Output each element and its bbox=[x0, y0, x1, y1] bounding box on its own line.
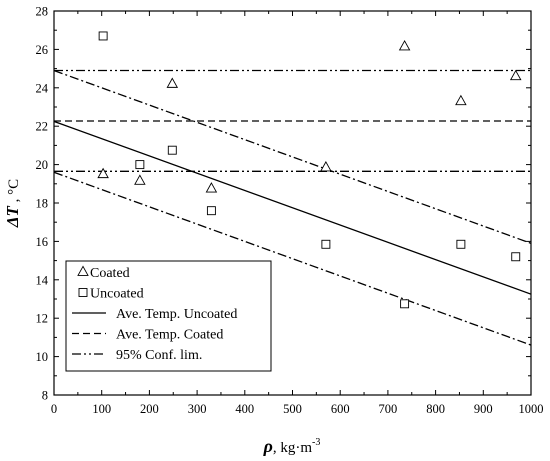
legend-marker-coated bbox=[77, 265, 89, 276]
x-axis-unit: , kg·m bbox=[273, 440, 312, 456]
uncoated-point-1 bbox=[135, 160, 145, 170]
uncoated-point-3 bbox=[206, 206, 216, 216]
y-axis-symbol: ΔT bbox=[3, 205, 22, 228]
x-tick-label-300: 300 bbox=[188, 402, 207, 416]
y-tick-label-12: 12 bbox=[36, 312, 49, 326]
y-axis-unit: , °C bbox=[6, 179, 22, 206]
ticks-layer: 0 100 200 300 400 500 600 700 800 900 1000 8 10 12 14 1… bbox=[36, 5, 544, 417]
legend: Coated Uncoated Ave. Temp. Uncoated Ave. Te… bbox=[65, 260, 272, 372]
legend-label-1: Uncoated bbox=[90, 287, 144, 302]
series-layer bbox=[54, 69, 531, 346]
y-tick-label-26: 26 bbox=[36, 43, 49, 57]
legend-label-3: Ave. Temp. Coated bbox=[116, 328, 223, 343]
uncoated-point-4 bbox=[321, 239, 331, 249]
coated-point-2 bbox=[166, 77, 179, 88]
y-tick-label-10: 10 bbox=[36, 350, 49, 364]
coated-point-5 bbox=[398, 40, 411, 51]
y-tick-label-22: 22 bbox=[36, 120, 49, 134]
legend-label-0: Coated bbox=[90, 266, 130, 281]
legend-marker-uncoated bbox=[78, 288, 88, 297]
x-tick-label-600: 600 bbox=[331, 402, 350, 416]
x-tick-label-500: 500 bbox=[283, 402, 302, 416]
y-tick-label-8: 8 bbox=[42, 389, 48, 403]
x-tick-label-400: 400 bbox=[235, 402, 254, 416]
y-tick-label-24: 24 bbox=[36, 81, 49, 95]
uncoated-point-6 bbox=[456, 239, 466, 249]
x-axis-unit-sup: -3 bbox=[312, 437, 320, 448]
x-tick-label-900: 900 bbox=[474, 402, 493, 416]
legend-label-2: Ave. Temp. Uncoated bbox=[116, 307, 237, 322]
coated-point-0 bbox=[97, 167, 109, 179]
series-line-2 bbox=[54, 120, 531, 295]
coated-point-6 bbox=[455, 94, 467, 106]
x-tick-label-0: 0 bbox=[51, 402, 57, 416]
legend-box bbox=[65, 260, 272, 372]
coated-point-1 bbox=[134, 174, 146, 185]
y-tick-label-20: 20 bbox=[36, 158, 49, 172]
x-axis-label: ρ, kg·m-3 bbox=[263, 436, 321, 456]
coated-point-7 bbox=[509, 69, 522, 81]
coated-point-3 bbox=[205, 182, 218, 193]
uncoated-point-2 bbox=[167, 145, 177, 155]
coated-point-4 bbox=[320, 160, 332, 172]
y-axis-label: ΔT , °C bbox=[3, 179, 22, 228]
y-tick-label-18: 18 bbox=[36, 197, 49, 211]
uncoated-point-0 bbox=[98, 31, 108, 41]
series-line-6 bbox=[54, 69, 531, 244]
x-tick-label-800: 800 bbox=[426, 402, 445, 416]
y-tick-label-14: 14 bbox=[36, 273, 49, 287]
uncoated-point-7 bbox=[511, 252, 521, 262]
x-axis-symbol: ρ bbox=[263, 436, 273, 456]
marker-layer bbox=[97, 31, 522, 309]
x-tick-label-200: 200 bbox=[140, 402, 159, 416]
x-tick-label-700: 700 bbox=[379, 402, 398, 416]
legend-label-4: 95% Conf. lim. bbox=[116, 348, 202, 363]
uncoated-point-5 bbox=[400, 299, 410, 309]
y-tick-label-28: 28 bbox=[36, 5, 49, 19]
y-tick-label-16: 16 bbox=[36, 235, 49, 249]
x-tick-label-100: 100 bbox=[92, 402, 111, 416]
x-tick-label-1000: 1000 bbox=[519, 402, 544, 416]
